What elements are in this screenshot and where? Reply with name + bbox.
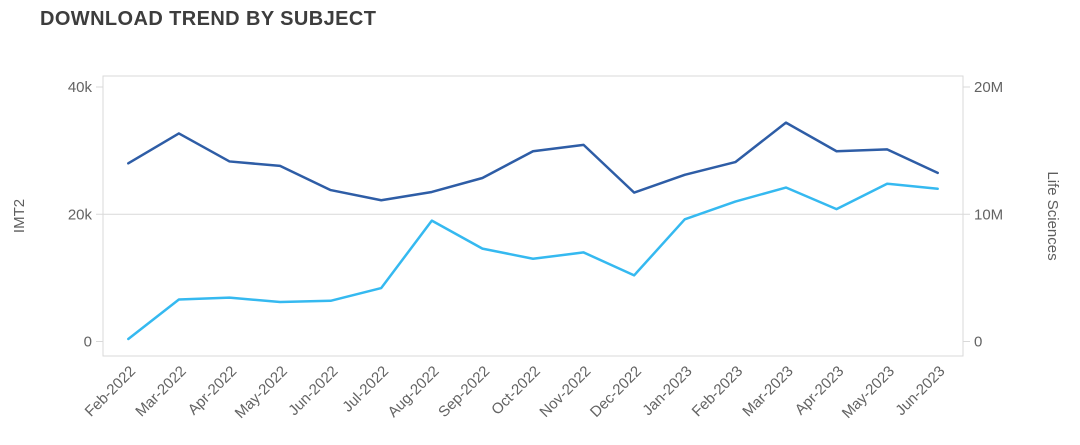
y-axis-right-tick-label: 10M — [974, 206, 1003, 223]
y-axis-left-tick-label: 0 — [84, 334, 92, 351]
x-axis-tick-label: Mar-2022 — [132, 363, 189, 420]
y-axis-left-title: IMT2 — [11, 199, 28, 233]
x-axis-tick-label: Jul-2022 — [339, 363, 392, 416]
x-axis-tick-label: May-2022 — [232, 363, 291, 422]
y-axis-right-tick-label: 0 — [974, 334, 982, 351]
x-axis-tick-label: Sep-2022 — [435, 363, 493, 421]
y-axis-right-tick-label: 20M — [974, 79, 1003, 96]
x-axis-tick-label: Feb-2023 — [689, 363, 746, 420]
x-axis-tick-label: Nov-2022 — [536, 363, 594, 421]
x-axis-tick-label: Aug-2022 — [385, 363, 443, 421]
y-axis-left-tick-label: 40k — [68, 79, 93, 96]
series-line-life-sciences[interactable] — [127, 182, 939, 341]
x-axis-tick-label: Dec-2022 — [587, 363, 645, 421]
y-axis-right-title: Life Sciences — [1044, 171, 1061, 260]
x-axis-tick-label: May-2023 — [839, 363, 898, 422]
x-axis-tick-label: Oct-2022 — [488, 363, 544, 419]
x-axis-tick-label: Jan-2023 — [639, 363, 695, 419]
plot-border — [102, 75, 964, 357]
series-line-imt2[interactable] — [127, 121, 939, 202]
x-axis-tick-label: Mar-2023 — [739, 363, 796, 420]
x-axis-tick-label: Jun-2022 — [285, 363, 341, 419]
y-axis-left-tick-label: 20k — [68, 206, 93, 223]
x-axis-tick-label: Feb-2022 — [82, 363, 139, 420]
chart-title: DOWNLOAD TREND BY SUBJECT — [40, 8, 377, 30]
x-axis-tick-label: Jun-2023 — [892, 363, 948, 419]
